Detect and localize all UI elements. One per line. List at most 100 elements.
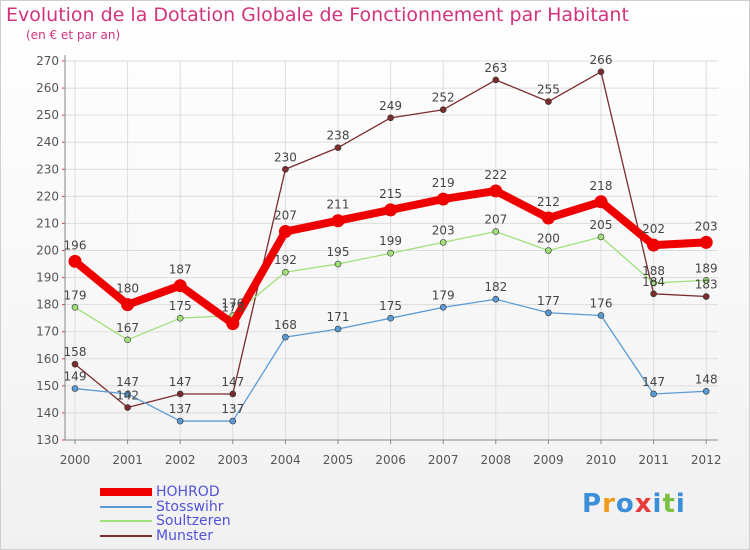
data-point-stosswihr — [71, 385, 79, 392]
logo-letter: o — [615, 489, 635, 519]
y-tick-label: 160 — [36, 352, 59, 366]
data-point-soultzeren — [439, 239, 447, 246]
data-label-munster: 147 — [221, 375, 244, 389]
data-point-stosswihr — [702, 387, 710, 395]
data-point-munster — [229, 390, 237, 398]
data-point-stosswihr — [492, 295, 500, 303]
legend-swatch — [100, 534, 152, 537]
legend-swatch — [100, 520, 152, 522]
logo-letter: x — [634, 489, 653, 519]
data-label-hohrod: 196 — [64, 238, 87, 252]
x-tick-label: 2008 — [481, 453, 512, 467]
y-tick-label: 200 — [36, 244, 59, 258]
data-label-munster: 263 — [484, 61, 507, 75]
data-point-munster — [545, 98, 552, 105]
data-label-stosswihr: 171 — [327, 310, 350, 324]
data-label-hohrod: 222 — [484, 168, 507, 182]
logo-letter: P — [582, 489, 603, 519]
y-tick-label: 250 — [36, 108, 59, 122]
legend-label: Munster — [156, 527, 213, 544]
y-tick-label: 130 — [36, 433, 59, 447]
data-label-stosswihr: 137 — [169, 402, 192, 416]
chart-title: Evolution de la Dotation Globale de Fonc… — [6, 4, 629, 26]
data-label-munster: 183 — [695, 278, 718, 292]
data-point-stosswihr — [334, 325, 342, 333]
data-label-hohrod: 203 — [695, 219, 718, 233]
data-point-munster — [71, 360, 79, 368]
data-label-stosswihr: 147 — [116, 375, 139, 389]
data-label-stosswihr: 148 — [695, 372, 718, 386]
x-tick-label: 2011 — [638, 453, 669, 467]
data-point-soultzeren — [387, 249, 394, 257]
data-point-munster — [650, 290, 657, 298]
data-point-munster — [334, 144, 342, 151]
data-label-hohrod: 202 — [642, 222, 665, 236]
data-point-stosswihr — [387, 314, 394, 322]
data-label-hohrod: 180 — [116, 282, 139, 296]
data-label-munster: 147 — [169, 375, 192, 389]
x-tick-label: 2004 — [270, 453, 301, 467]
data-point-stosswihr — [282, 333, 289, 341]
data-point-hohrod — [436, 192, 450, 206]
data-point-stosswihr — [176, 417, 184, 425]
data-label-soultzeren: 175 — [169, 299, 192, 313]
data-label-soultzeren: 167 — [116, 321, 139, 335]
series-lines — [68, 68, 713, 425]
data-label-soultzeren: 205 — [590, 218, 613, 232]
data-label-munster: 266 — [590, 53, 613, 67]
data-point-munster — [387, 114, 394, 122]
logo-letter: i — [675, 489, 686, 519]
grid — [65, 60, 718, 441]
data-point-munster — [439, 106, 447, 114]
y-tick-label: 180 — [36, 298, 59, 312]
data-labels: 196 180 187 173 207 211 215 219 222 212 218 202 203 1… — [64, 53, 718, 416]
data-point-hohrod — [331, 214, 345, 228]
data-label-munster: 184 — [642, 275, 665, 289]
data-label-hohrod: 207 — [274, 209, 297, 223]
data-label-soultzeren: 189 — [695, 261, 718, 275]
data-point-hohrod — [541, 211, 555, 225]
data-label-stosswihr: 147 — [642, 375, 665, 389]
y-tick-label: 270 — [36, 54, 59, 68]
legend-swatch — [100, 488, 152, 496]
data-point-soultzeren — [597, 233, 605, 241]
data-point-hohrod — [699, 235, 713, 249]
data-label-munster: 158 — [64, 345, 87, 359]
y-tick-label: 240 — [36, 135, 59, 149]
axes: 130 140 150 160 170 180 190 200 210 220 230 240 250 2… — [36, 54, 721, 467]
x-tick-label: 2007 — [428, 453, 459, 467]
x-tick-label: 2005 — [323, 453, 354, 467]
data-point-munster — [282, 165, 289, 173]
chart-subtitle: (en € et par an) — [26, 28, 121, 42]
data-label-stosswihr: 176 — [590, 296, 613, 310]
data-point-hohrod — [278, 225, 292, 239]
y-tick-label: 260 — [36, 81, 59, 95]
data-point-soultzeren — [545, 247, 552, 254]
data-label-munster: 142 — [116, 389, 139, 403]
data-label-soultzeren: 199 — [379, 234, 402, 248]
y-tick-label: 220 — [36, 189, 59, 203]
data-point-munster — [597, 68, 605, 76]
data-label-soultzeren: 176 — [221, 296, 244, 310]
legend-label: HOHROD — [156, 484, 220, 500]
data-point-hohrod — [226, 317, 240, 331]
legend-swatch — [100, 505, 152, 508]
data-label-munster: 238 — [327, 129, 350, 143]
data-point-soultzeren — [650, 279, 657, 287]
data-label-hohrod: 218 — [590, 179, 613, 193]
data-label-munster: 249 — [379, 99, 402, 113]
data-label-hohrod: 173 — [221, 301, 244, 315]
y-tick-label: 150 — [36, 379, 59, 393]
logo-letter: t — [662, 489, 676, 519]
data-label-stosswihr: 179 — [432, 288, 455, 302]
data-label-stosswihr: 177 — [537, 294, 560, 308]
data-point-munster — [702, 293, 710, 300]
data-point-soultzeren — [71, 304, 79, 311]
logo-letter: r — [602, 489, 616, 519]
data-point-soultzeren — [282, 268, 289, 276]
x-tick-label: 2002 — [165, 453, 196, 467]
x-tick-label: 2006 — [375, 453, 406, 467]
data-point-soultzeren — [702, 276, 710, 284]
